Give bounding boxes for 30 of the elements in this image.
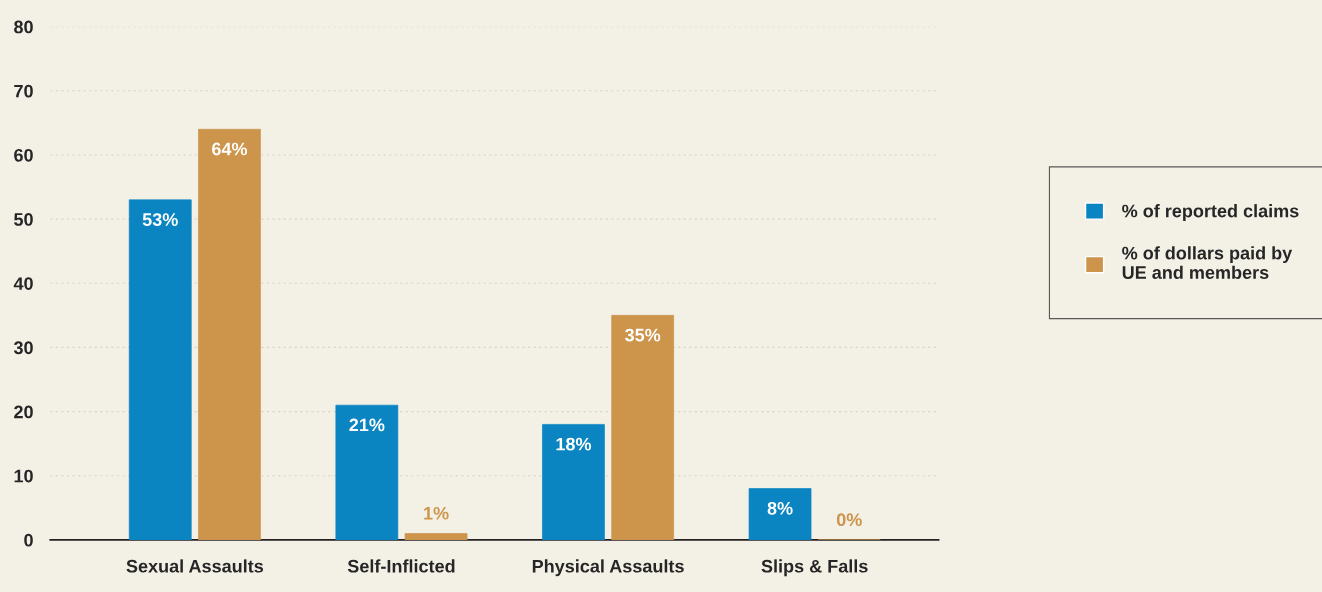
y-tick-label: 80 xyxy=(14,20,33,34)
data-label: 8% xyxy=(767,501,793,515)
bar xyxy=(198,128,261,540)
x-tick-label: Physical Assaults xyxy=(532,559,684,577)
y-tick-label: 20 xyxy=(14,405,33,419)
data-label: 35% xyxy=(625,328,661,342)
data-label: 0% xyxy=(836,513,862,527)
data-label: 21% xyxy=(349,418,385,432)
legend-label: % of reported claims xyxy=(1122,204,1299,221)
bar xyxy=(748,488,812,540)
y-tick-label: 50 xyxy=(14,213,33,226)
x-tick-label: Self-Inflicted xyxy=(347,559,455,573)
y-tick-label: 10 xyxy=(14,469,33,483)
bar xyxy=(128,199,192,540)
data-label: 53% xyxy=(142,213,178,226)
bar xyxy=(542,424,605,540)
data-label: 1% xyxy=(424,506,449,520)
y-tick-label: 0 xyxy=(24,533,33,547)
legend-label: % of dollars paid by UE and members xyxy=(1122,246,1293,279)
data-label: 18% xyxy=(556,437,592,451)
bar xyxy=(335,404,399,540)
x-tick-label: Slips & Falls xyxy=(761,559,868,577)
data-label: 64% xyxy=(212,142,248,156)
x-tick-label: Sexual Assaults xyxy=(126,559,264,573)
bar xyxy=(611,315,674,540)
y-tick-label: 30 xyxy=(13,341,33,355)
bar xyxy=(404,533,468,540)
y-tick-label: 40 xyxy=(13,277,33,290)
y-tick-label: 70 xyxy=(14,84,33,98)
y-tick-label: 60 xyxy=(14,148,33,162)
